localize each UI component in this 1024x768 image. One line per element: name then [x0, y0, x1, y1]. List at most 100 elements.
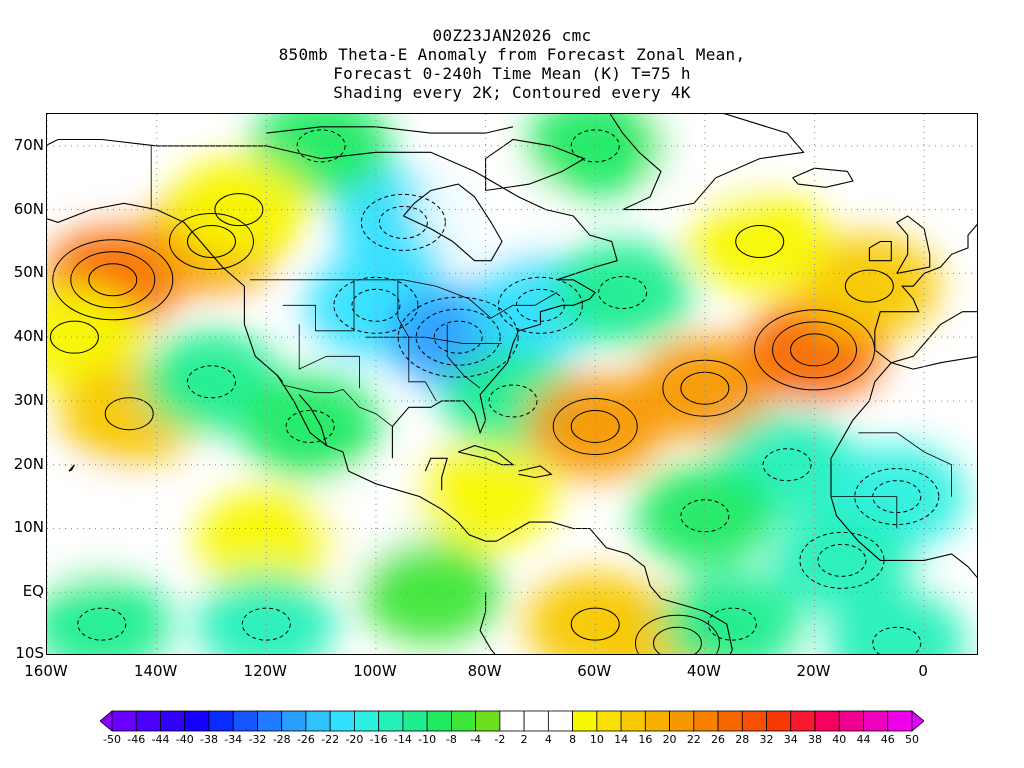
negative-contour — [433, 320, 483, 354]
colorbar-arrow-low — [100, 710, 113, 732]
positive-contour — [52, 239, 174, 321]
negative-contour — [598, 276, 648, 310]
latitude-label: 40N — [13, 327, 44, 346]
colorbar-label: -26 — [296, 733, 315, 746]
anomaly-blob — [525, 114, 666, 198]
longitude-label: 40W — [686, 662, 721, 680]
coastline — [424, 457, 448, 491]
colorbar-swatch — [232, 710, 258, 732]
political-border — [249, 279, 558, 319]
positive-contour — [570, 607, 620, 641]
colorbar-swatch — [160, 710, 186, 732]
latitude-label: 70N — [13, 135, 44, 154]
political-border — [831, 496, 898, 529]
colorbar-label: 16 — [638, 733, 653, 746]
negative-contour — [285, 409, 335, 443]
colorbar-swatch — [741, 710, 767, 732]
colorbar-swatch — [354, 710, 380, 732]
positive-contour — [49, 320, 99, 354]
negative-contour — [241, 607, 291, 641]
colorbar-swatch — [790, 710, 816, 732]
positive-contour — [104, 397, 154, 431]
colorbar-label: 22 — [686, 733, 701, 746]
anomaly-blob — [415, 444, 556, 549]
colorbar-label: -20 — [345, 733, 364, 746]
negative-contour — [854, 468, 940, 526]
colorbar-label: -10 — [418, 733, 437, 746]
colorbar-label: 2 — [520, 733, 528, 746]
longitude-label: 20W — [796, 662, 831, 680]
longitude-label: 120W — [243, 662, 288, 680]
anomaly-blob — [689, 189, 830, 294]
negative-contour — [378, 205, 428, 239]
colorbar-label: 10 — [589, 733, 604, 746]
colorbar-swatch — [499, 710, 525, 732]
coastline — [402, 183, 503, 262]
negative-contour — [351, 288, 401, 322]
positive-contour — [186, 225, 236, 259]
coastline — [276, 375, 284, 383]
latitude-label: 10N — [13, 518, 44, 537]
colorbar-swatch — [887, 710, 913, 732]
map-panel — [46, 113, 978, 655]
colorbar-label: -2 — [494, 733, 506, 746]
colorbar-label: 4 — [544, 733, 552, 746]
coastline — [485, 138, 586, 192]
latitude-label: 10S — [15, 644, 44, 662]
colorbar-swatch — [281, 710, 307, 732]
longitude-label: 0 — [918, 662, 928, 680]
latitude-label: EQ — [22, 582, 44, 601]
colorbar-label: -50 — [103, 733, 121, 746]
coastline — [891, 311, 977, 364]
colorbar-label: 40 — [832, 733, 847, 746]
positive-contour — [552, 397, 638, 455]
longitude-label: 160W — [24, 662, 68, 680]
political-border — [397, 279, 437, 402]
anomaly-blob — [240, 374, 381, 479]
colorbar-swatch — [863, 710, 889, 732]
colorbar-label: 46 — [880, 733, 895, 746]
negative-contour — [186, 365, 236, 399]
anomaly-blob — [771, 508, 912, 613]
colorbar-label: 8 — [569, 733, 577, 746]
colorbar — [100, 710, 924, 732]
colorbar-label: -44 — [151, 733, 170, 746]
negative-contour — [488, 384, 538, 418]
latitude-label: 60N — [13, 199, 44, 218]
negative-contour — [707, 607, 757, 641]
longitude-label: 60W — [577, 662, 612, 680]
latitude-label: 50N — [13, 263, 44, 282]
latitude-label: 30N — [13, 390, 44, 409]
colorbar-swatch — [814, 710, 840, 732]
coastline — [518, 465, 553, 479]
colorbar-label: 14 — [614, 733, 629, 746]
anomaly-blob — [552, 240, 693, 345]
coastline — [868, 240, 892, 262]
positive-contour — [168, 213, 254, 271]
political-border — [282, 279, 355, 332]
colorbar-label: -8 — [445, 733, 457, 746]
positive-contour — [88, 263, 138, 297]
colorbar-label: 28 — [735, 733, 750, 746]
colorbar-label: -32 — [248, 733, 267, 746]
political-border — [365, 336, 502, 345]
colorbar-swatch — [693, 710, 719, 732]
colorbar-swatch — [184, 710, 210, 732]
colorbar-swatch — [402, 710, 428, 732]
colorbar-label: -16 — [369, 733, 388, 746]
colorbar-label: -40 — [175, 733, 194, 746]
negative-contour — [872, 626, 922, 654]
negative-contour — [77, 607, 127, 641]
longitude-label: 100W — [353, 662, 397, 680]
anomaly-blob — [196, 572, 337, 654]
colorbar-label: 26 — [711, 733, 726, 746]
colorbar-swatch — [596, 710, 622, 732]
colorbar-label: -22 — [321, 733, 340, 746]
anomaly-blob — [168, 157, 309, 262]
coastline — [458, 445, 515, 466]
positive-contour — [570, 409, 620, 443]
negative-contour — [570, 129, 620, 163]
latitude-label: 20N — [13, 454, 44, 473]
title-line-run: 00Z23JAN2026 cmc — [432, 26, 592, 45]
negative-contour — [296, 129, 346, 163]
